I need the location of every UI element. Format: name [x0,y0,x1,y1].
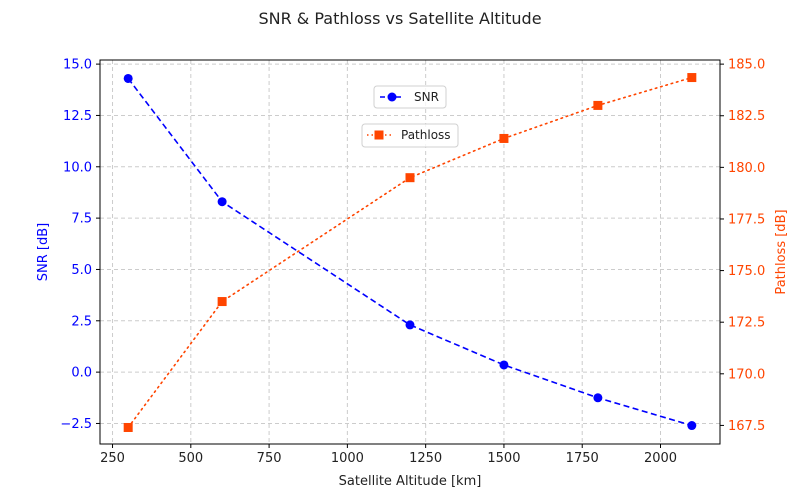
legend-pathloss: Pathloss [361,123,459,148]
legend-snr-label: SNR [414,90,439,104]
legend-snr-box [373,85,447,109]
series-snr [123,73,697,431]
x-tick-label: 1500 [487,451,520,466]
series-line-snr [127,77,693,427]
data-point-snr [217,197,227,207]
data-point-pathloss [123,422,133,432]
data-point-pathloss [593,100,603,110]
x-tick-label: 1250 [409,451,442,466]
data-point-pathloss [687,73,697,83]
x-tick-label: 250 [100,451,125,466]
y-axis-left: −2.5 0.0 2.5 5.0 7.5 10.0 12.5 15.0 [60,58,100,432]
x-tick-label: 1000 [331,451,364,466]
series-pathloss [123,73,697,432]
chart-title: SNR & Pathloss vs Satellite Altitude [258,9,541,28]
data-point-pathloss [217,297,227,307]
y-left-tick-label: −2.5 [60,417,92,432]
y-axis-left-label: SNR [dB] [36,223,51,281]
y-right-tick-label: 172.5 [728,316,765,331]
y-left-tick-label: 5.0 [71,263,92,278]
data-point-snr [405,320,415,330]
x-tick-label: 500 [178,451,203,466]
series-line-pathloss [127,76,693,429]
legend-pathloss-label: Pathloss [401,128,451,142]
legend-snr-marker [387,92,397,102]
data-point-pathloss [499,133,509,143]
y-right-tick-label: 177.5 [728,212,765,227]
x-tick-label: 2000 [644,451,677,466]
y-right-tick-label: 180.0 [728,161,765,176]
legend-pathloss-marker [374,130,384,140]
legend-snr: SNR [373,85,447,109]
y-left-tick-label: 2.5 [71,314,92,329]
y-left-tick-label: 10.0 [63,160,92,175]
y-left-tick-label: 7.5 [71,212,92,227]
x-axis: 250 500 750 1000 1250 1500 1750 2000 [100,444,677,466]
x-tick-label: 1750 [566,451,599,466]
data-point-snr [499,360,509,370]
x-axis-label: Satellite Altitude [km] [339,474,482,489]
legend-pathloss-box [361,123,459,148]
data-point-snr [687,421,697,431]
y-right-tick-label: 167.5 [728,419,765,434]
data-point-snr [123,73,133,83]
y-right-tick-label: 182.5 [728,109,765,124]
y-left-tick-label: 0.0 [71,366,92,381]
data-point-snr [593,393,603,403]
plot-frame [99,59,721,445]
y-right-tick-label: 185.0 [728,58,765,73]
y-left-tick-label: 15.0 [63,58,92,73]
y-axis-right: 167.5 170.0 172.5 175.0 177.5 180.0 182.5 185.0 [720,58,765,434]
x-tick-label: 750 [257,451,282,466]
y-left-tick-label: 12.5 [63,109,92,124]
y-right-tick-label: 170.0 [728,367,765,382]
data-point-pathloss [405,173,415,183]
y-right-tick-label: 175.0 [728,264,765,279]
y-axis-right-label: Pathloss [dB] [774,209,789,294]
series-layer [123,73,697,432]
